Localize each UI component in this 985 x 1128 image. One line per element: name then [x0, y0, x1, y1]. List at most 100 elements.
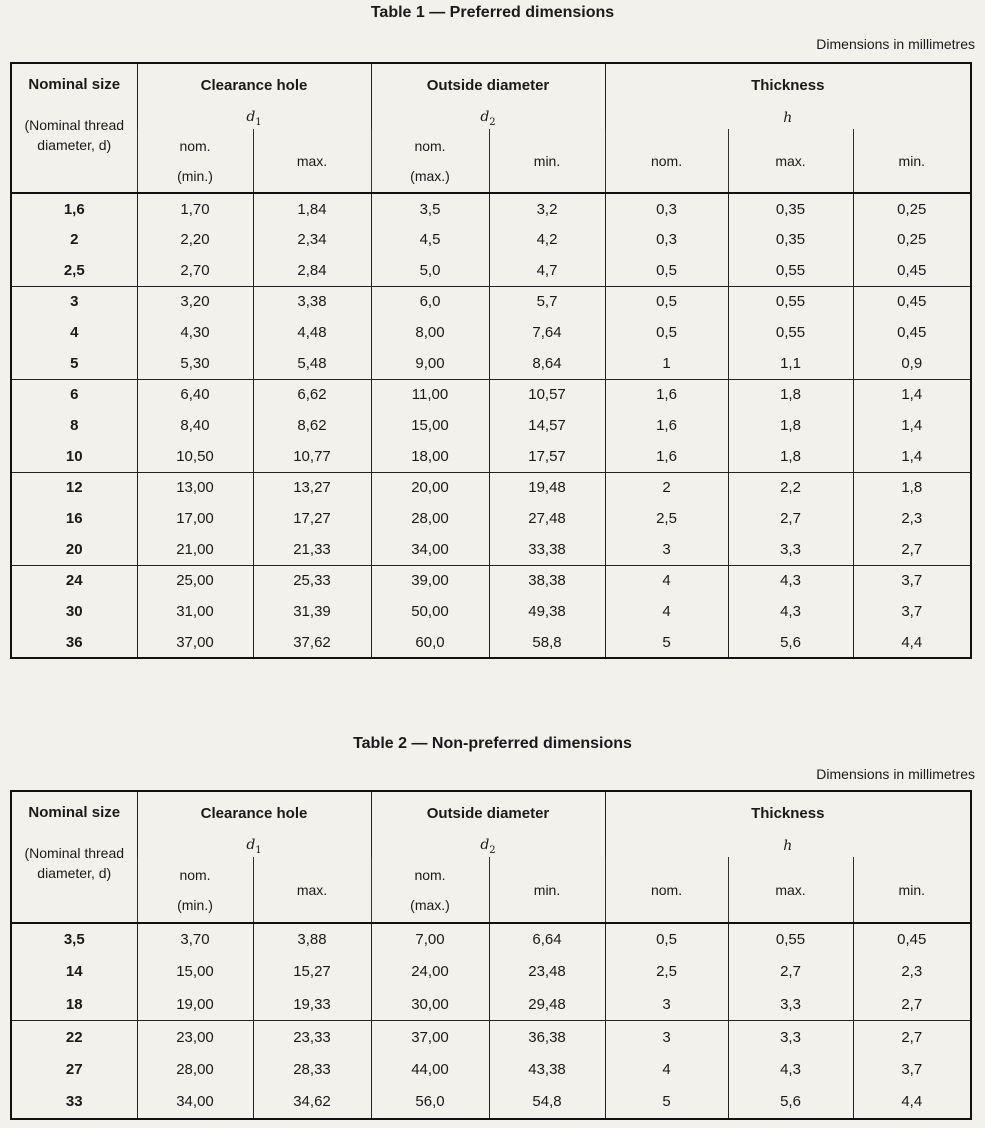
table-cell: 2,20 — [136, 224, 253, 255]
row-group: 12 13,00 13,27 20,00 19,48 2 2,2 1,8 16 17,00 17,2… — [11, 472, 972, 565]
table-cell: 3,2 — [488, 193, 606, 224]
subcolumn-label: max. — [296, 881, 328, 898]
table-cell: 25,33 — [252, 565, 371, 596]
table-cell: 1,8 — [727, 441, 854, 472]
table-cell: 0,5 — [604, 286, 729, 317]
table-cell: 1,1 — [727, 348, 854, 379]
table-cell: 5,0 — [370, 255, 489, 286]
table-title: Table 2 — Non-preferred dimensions — [353, 735, 632, 752]
table-row: 36 37,00 37,62 60,0 58,8 5 5,6 4,4 — [11, 627, 972, 658]
table-cell: 3,88 — [252, 923, 371, 956]
table-cell: 1,84 — [252, 193, 371, 224]
table-cell: 0,3 — [604, 224, 729, 255]
table-cell: 3,3 — [727, 988, 854, 1021]
table-cell: 5,48 — [252, 348, 371, 379]
table-cell: 7,64 — [488, 317, 606, 348]
table-row: 5 5,30 5,48 9,00 8,64 1 1,1 0,9 — [11, 348, 972, 379]
table-cell: 4,30 — [136, 317, 253, 348]
symbol-subscript: 2 — [489, 116, 496, 128]
table-cell: 0,3 — [604, 193, 729, 224]
table-cell: 16 — [65, 510, 83, 527]
header-row: d1 d2 h — [11, 835, 972, 857]
subcolumn-label: nom. — [650, 881, 683, 898]
header-row: d1 d2 h — [11, 107, 972, 129]
table-cell: 15,27 — [252, 955, 371, 989]
table-cell: 22 — [65, 1028, 83, 1046]
table-row: 12 13,00 13,27 20,00 19,48 2 2,2 1,8 — [11, 472, 972, 503]
column-symbol: d1 — [136, 107, 371, 129]
nominal-size: Nominal size — [28, 804, 121, 821]
header-row: nom. (min.) max. nom. (max.) min. nom. max. min. — [11, 129, 972, 193]
table-cell: 2,34 — [252, 224, 371, 255]
table-row: 2,5 2,70 2,84 5,0 4,7 0,5 0,55 0,45 — [11, 255, 972, 286]
table-cell: 6,64 — [488, 923, 606, 956]
table-row: 27 28,00 28,33 44,00 43,38 4 4,3 3,7 — [11, 1053, 972, 1086]
table-cell: 5,6 — [727, 627, 854, 658]
table-cell: 6 — [70, 386, 79, 404]
table-cell: 24 — [65, 572, 83, 590]
header-row: nom. (min.) max. nom. (max.) min. nom. max. min. — [11, 857, 972, 923]
table-cell: 49,38 — [488, 596, 606, 627]
table-row: 18 19,00 19,33 30,00 29,48 3 3,3 2,7 — [11, 988, 972, 1021]
table-cell: 34,00 — [370, 534, 489, 565]
subcolumn-header: nom. — [604, 129, 729, 193]
table-row: 6 6,40 6,62 11,00 10,57 1,6 1,8 1,4 — [11, 379, 972, 410]
column-symbol: d1 — [136, 835, 371, 857]
subcolumn-label: (min.) — [177, 167, 213, 184]
subcolumn-header: max. — [727, 857, 854, 923]
table-cell: 8,64 — [488, 348, 606, 379]
table-cell: 2,5 — [604, 503, 729, 534]
table-cell: 18 — [65, 995, 83, 1013]
table-cell: 3,5 — [370, 193, 489, 224]
table-cell: 2,7 — [727, 955, 854, 989]
table-cell: 39,00 — [370, 565, 489, 596]
row-group: 6 6,40 6,62 11,00 10,57 1,6 1,8 1,4 8 8,40 8,62 15,… — [11, 379, 972, 472]
table-cell: 3,20 — [136, 286, 253, 317]
table-cell: 1,8 — [727, 410, 854, 441]
table-cell: 4 — [604, 565, 729, 596]
table-cell: 58,8 — [488, 627, 606, 658]
table-cell: 6,0 — [370, 286, 489, 317]
table-cell: 15,00 — [136, 955, 253, 989]
table-row: 30 31,00 31,39 50,00 49,38 4 4,3 3,7 — [11, 596, 972, 627]
table-cell: 3 — [604, 1020, 729, 1054]
table-cell: 3 — [604, 534, 729, 565]
table-row: 33 34,00 34,62 56,0 54,8 5 5,6 4,4 — [11, 1085, 972, 1119]
table-cell: 9,00 — [370, 348, 489, 379]
table-cell: 2,7 — [852, 988, 972, 1021]
table-cell: 1 — [604, 348, 729, 379]
table-cell: 36 — [65, 633, 83, 651]
column-title: Outside diameter — [370, 791, 606, 835]
table-cell: 27 — [65, 1061, 83, 1079]
subcolumn-label: (max.) — [410, 896, 450, 913]
table-cell: 0,55 — [727, 286, 854, 317]
subcolumn-header: min. — [488, 129, 606, 193]
table-cell: 28,00 — [136, 1053, 253, 1086]
subcolumn-label: nom. — [414, 866, 446, 883]
table-cell: 4,48 — [252, 317, 371, 348]
table-cell: 6,62 — [252, 379, 371, 410]
table-cell: 4 — [604, 596, 729, 627]
data-table: Nominal size (Nominal thread diameter, d)… — [10, 62, 973, 659]
table-cell: 1,70 — [136, 193, 253, 224]
column-title: Clearance hole — [136, 791, 371, 835]
row-group: 1,6 1,70 1,84 3,5 3,2 0,3 0,35 0,25 2 2,20 2,34 4,5… — [11, 193, 972, 286]
table-cell: 2,70 — [136, 255, 253, 286]
table-cell: 0,45 — [852, 923, 972, 956]
table-cell: 3,7 — [852, 565, 972, 596]
table-cell: 4,3 — [727, 565, 854, 596]
table-cell: 17,00 — [136, 503, 253, 534]
row-group: 3 3,20 3,38 6,0 5,7 0,5 0,55 0,45 4 4,30 4,48 8,00 7… — [11, 286, 972, 379]
table-cell: 31,00 — [136, 596, 253, 627]
table-cell: 5 — [70, 354, 79, 372]
data-table: Nominal size (Nominal thread diameter, d)… — [10, 790, 973, 1120]
table-cell: 1,4 — [852, 379, 972, 410]
table-cell: 37,62 — [252, 627, 371, 658]
table-cell: 4,5 — [370, 224, 489, 255]
subcolumn-header: nom. (max.) — [370, 129, 489, 193]
nominal-note: (Nominal thread diameter, d) — [24, 845, 125, 881]
table-cell: 0,25 — [852, 224, 972, 255]
table-cell: 21,00 — [136, 534, 253, 565]
table-cell: 3,3 — [727, 1020, 854, 1054]
table-cell: 28,33 — [252, 1053, 371, 1086]
